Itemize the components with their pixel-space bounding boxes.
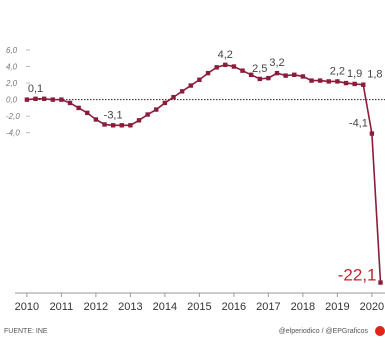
marker [317,78,323,83]
marker [24,97,30,102]
marker [326,79,331,84]
x-tick-label: 2011 [50,301,74,313]
marker [343,80,349,86]
x-tick-label: 2017 [256,301,280,313]
marker [231,64,237,69]
marker [154,107,159,112]
value-label: 1,9 [347,68,362,80]
x-tick-label: 2012 [84,301,108,313]
source: FUENTE: INE [4,328,48,335]
marker [136,118,142,123]
value-label-highlight: -22,1 [338,266,377,285]
marker [361,82,366,87]
y-tick-label: 0,0 [6,96,18,105]
x-tick-label: 2018 [291,301,315,313]
marker [335,79,340,84]
marker [248,72,254,77]
credit: @elperiodico / @EPGraficos [279,328,369,335]
x-tick-label: 2010 [15,301,39,313]
value-label: 2,2 [330,65,345,77]
marker [85,110,90,116]
value-label: -4,1 [349,118,368,130]
marker [352,81,357,87]
marker [214,65,219,70]
marker [33,96,38,102]
marker [292,72,297,77]
marker [369,131,375,136]
x-tick-label: 2016 [222,301,246,313]
marker [283,73,288,78]
y-tick-label: -2,0 [6,112,20,121]
marker [76,105,81,111]
x-tick-label: 2013 [118,301,142,313]
x-tick-label: 2014 [153,301,177,313]
marker [93,117,99,122]
value-label: 3,2 [269,57,284,69]
value-label: 0,1 [28,83,43,95]
x-tick-label: 2015 [187,301,211,313]
line [26,64,382,283]
logo [375,326,385,336]
marker [145,112,150,117]
marker [119,123,124,128]
marker [266,75,271,81]
marker [171,94,176,100]
marker [188,83,193,88]
marker [197,77,202,82]
marker [309,78,314,83]
value-label: 4,2 [218,49,233,61]
marker [50,97,55,102]
y-tick-label: 6,0 [6,46,18,55]
value-label: 2,5 [252,63,267,75]
marker [59,97,64,102]
marker [67,100,73,106]
marker [378,280,383,285]
marker [128,123,133,128]
marker [257,76,262,82]
y-tick-label: -4,0 [6,129,20,138]
marker [300,74,306,79]
marker [41,96,47,102]
marker [274,70,280,76]
marker [223,62,228,68]
marker [179,89,185,94]
value-label: 1,8 [367,69,382,81]
y-tick-label: 2,0 [5,79,18,88]
x-tick-label: 2019 [325,301,349,313]
marker [162,100,168,106]
value-label: -3,1 [104,109,123,121]
y-tick-label: 4,0 [6,63,18,72]
marker [205,70,211,76]
marker [110,123,116,128]
marker [240,68,245,73]
marker [102,122,107,127]
x-tick-label: 2020 [360,301,384,313]
